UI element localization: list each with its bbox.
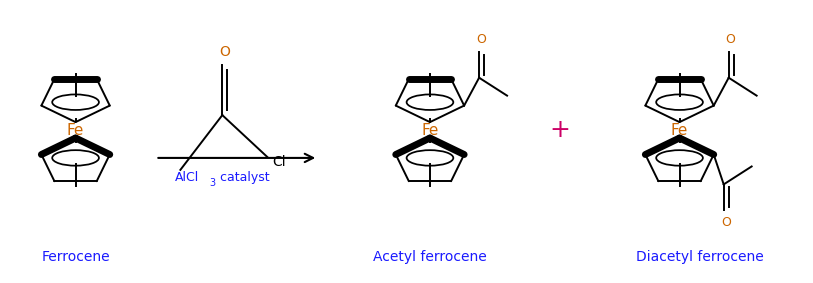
Text: O: O (219, 46, 230, 59)
Text: O: O (721, 216, 731, 229)
Text: Fe: Fe (421, 123, 439, 138)
Text: Fe: Fe (67, 123, 85, 138)
Text: Ferrocene: Ferrocene (41, 250, 110, 264)
Text: 3: 3 (209, 178, 215, 188)
Text: O: O (476, 33, 486, 46)
Text: O: O (726, 33, 736, 46)
Text: catalyst: catalyst (216, 171, 270, 184)
Text: AlCl: AlCl (176, 171, 200, 184)
Text: Acetyl ferrocene: Acetyl ferrocene (373, 250, 487, 264)
Text: Cl: Cl (272, 155, 286, 169)
Text: Fe: Fe (671, 123, 689, 138)
Text: +: + (550, 118, 570, 142)
Text: Diacetyl ferrocene: Diacetyl ferrocene (636, 250, 763, 264)
